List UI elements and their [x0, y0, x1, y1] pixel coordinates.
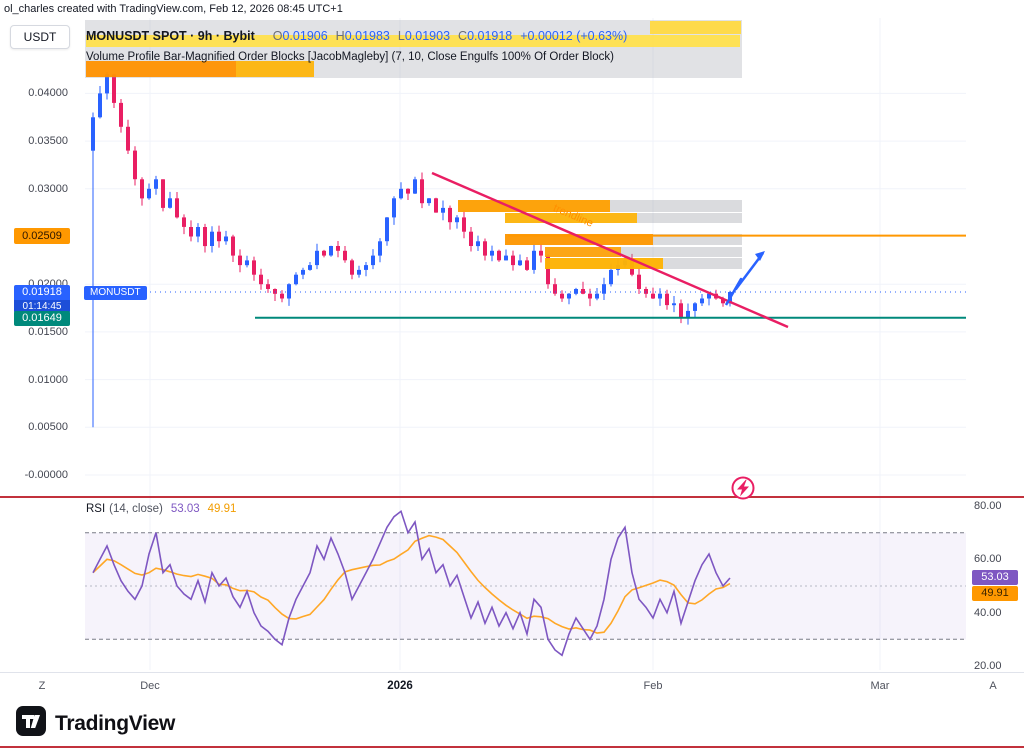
- change-value: +0.00012 (+0.63%): [520, 29, 628, 43]
- high-label: H: [335, 29, 345, 43]
- bottom-horizontal-line: [0, 746, 1024, 748]
- low-value: 0.01903: [404, 29, 451, 43]
- price-line-symbol-tag: MONUSDT: [84, 286, 147, 300]
- flash-icon[interactable]: [729, 474, 757, 502]
- indicator-legend[interactable]: Volume Profile Bar-Magnified Order Block…: [86, 51, 614, 63]
- rsi-value: 53.03: [170, 503, 200, 515]
- currency-toggle-button[interactable]: USDT: [10, 25, 70, 49]
- rsi-axis-label: 40.00: [974, 606, 1002, 619]
- rsi-params: (14, close): [109, 503, 163, 515]
- price-axis-label: 0.03000: [28, 182, 68, 195]
- close-value: 0.01918: [467, 29, 513, 43]
- price-axis-label: 0.04000: [28, 87, 68, 100]
- open-label: O: [272, 29, 283, 43]
- rsi-axis-label: 80.00: [974, 500, 1002, 512]
- tradingview-brand[interactable]: TradingView: [16, 706, 175, 741]
- price-label-current: 0.01918 01:14:45: [14, 285, 70, 313]
- price-axis-label: 0.00500: [28, 421, 68, 434]
- time-axis-label: Z: [38, 680, 46, 692]
- time-axis-label: Dec: [140, 680, 160, 692]
- brand-name: TradingView: [55, 711, 176, 735]
- open-value: 0.01906: [282, 29, 328, 43]
- rsi-axis-label: 60.00: [974, 553, 1002, 566]
- rsi-legend[interactable]: RSI (14, close) 53.03 49.91: [86, 503, 236, 515]
- price-axis-label: 0.01500: [28, 325, 68, 338]
- time-axis-label: 2026: [387, 680, 413, 692]
- price-label-teal: 0.01649: [14, 311, 70, 326]
- attribution-text: ol_charles created with TradingView.com,…: [4, 3, 343, 15]
- high-value: 0.01983: [344, 29, 390, 43]
- rsi-badge-ma: 49.91: [972, 586, 1018, 601]
- price-axis-label: -0.00000: [24, 469, 68, 481]
- price-label-orange: 0.02509: [14, 228, 70, 244]
- current-price-value: 0.01918: [14, 285, 70, 300]
- time-axis-label: Mar: [870, 680, 890, 692]
- bar-countdown: 01:14:45: [14, 300, 70, 313]
- time-axis[interactable]: Z Dec 2026 Feb Mar A: [0, 672, 1024, 699]
- time-axis-label: Feb: [643, 680, 663, 692]
- time-axis-label: A: [989, 680, 997, 692]
- price-axis-label: 0.03500: [28, 135, 68, 148]
- close-label: C: [458, 29, 468, 43]
- symbol-title[interactable]: MONUSDT SPOT · 9h · Bybit: [86, 29, 255, 43]
- footer: TradingView: [0, 698, 1024, 751]
- rsi-badge-main: 53.03: [972, 570, 1018, 585]
- low-label: L: [397, 29, 405, 43]
- symbol-info-bar[interactable]: MONUSDT SPOT · 9h · Bybit O0.01906 H0.0198…: [86, 29, 627, 43]
- rsi-title[interactable]: RSI: [86, 503, 106, 515]
- price-axis-label: 0.01000: [28, 373, 68, 386]
- tradingview-logo-icon: [16, 706, 46, 741]
- rsi-ma-value: 49.91: [207, 503, 237, 515]
- rsi-axis-label: 20.00: [974, 660, 1002, 672]
